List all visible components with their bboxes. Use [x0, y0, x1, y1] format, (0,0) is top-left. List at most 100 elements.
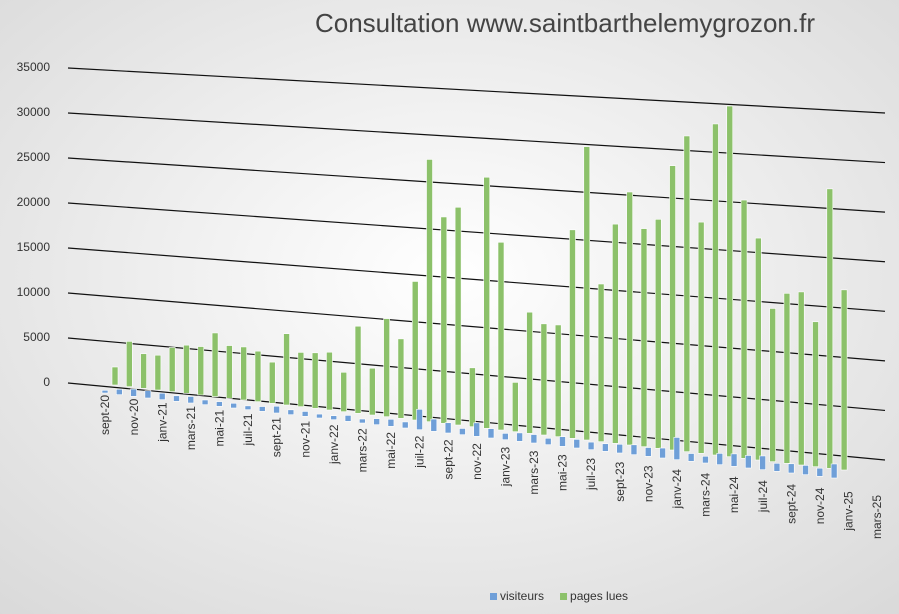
- bar: [211, 332, 219, 397]
- grid-line: [67, 67, 886, 114]
- x-tick-label: sept-22: [441, 439, 455, 479]
- bar: [773, 462, 781, 472]
- x-tick-label: nov-24: [813, 487, 827, 524]
- bar: [673, 437, 681, 460]
- grid-line: [67, 157, 886, 213]
- bar: [626, 191, 633, 446]
- bar: [369, 367, 376, 416]
- bar: [173, 395, 180, 402]
- bar: [497, 241, 505, 431]
- bar: [587, 441, 595, 450]
- bar: [130, 388, 137, 397]
- bar: [669, 165, 676, 451]
- bar: [797, 291, 805, 466]
- bar: [283, 333, 290, 406]
- bar: [511, 382, 519, 432]
- bar: [111, 366, 119, 386]
- bar: [483, 176, 491, 429]
- bar: [740, 199, 748, 459]
- bar: [826, 188, 834, 469]
- legend: visiteurs pages lues: [490, 589, 628, 603]
- x-tick-label: mars-22: [356, 428, 370, 472]
- bar: [158, 392, 166, 400]
- bar: [216, 401, 223, 407]
- bar: [268, 361, 276, 404]
- x-tick-label: juil-22: [413, 435, 427, 468]
- bar: [487, 428, 495, 439]
- bar: [697, 221, 705, 454]
- x-tick-label: mars-23: [527, 450, 541, 494]
- legend-swatch: [560, 593, 568, 600]
- bar: [812, 321, 819, 467]
- x-tick-label: janv-25: [842, 491, 856, 532]
- legend-label: visiteurs: [500, 589, 544, 603]
- bar: [473, 422, 481, 437]
- grid-line: [67, 337, 886, 412]
- y-tick-label: 25000: [17, 150, 51, 164]
- bar: [712, 123, 719, 456]
- bar: [583, 146, 591, 441]
- y-tick-label: 20000: [17, 195, 51, 209]
- y-tick-label: 10000: [17, 285, 51, 299]
- x-tick-label: mai-21: [213, 409, 227, 446]
- bar: [444, 422, 452, 434]
- bar: [540, 323, 548, 436]
- grid-line: [67, 202, 886, 263]
- y-tick-label: 0: [43, 375, 50, 389]
- bar: [816, 467, 824, 477]
- bar: [387, 418, 395, 427]
- bar: [244, 405, 252, 410]
- bar: [316, 413, 323, 419]
- bar: [526, 311, 533, 434]
- x-tick-label: sept-20: [98, 395, 112, 435]
- bar: [683, 135, 691, 452]
- bar: [644, 447, 652, 457]
- bar: [440, 216, 448, 424]
- bar: [802, 465, 809, 475]
- bar: [702, 455, 709, 464]
- bar: [716, 453, 724, 465]
- x-tick-label: mai-23: [556, 454, 570, 491]
- bar: [630, 444, 638, 455]
- bar: [755, 237, 762, 461]
- y-tick-label: 15000: [17, 240, 51, 254]
- bar: [144, 390, 152, 399]
- bar: [530, 434, 538, 444]
- bar: [659, 447, 666, 459]
- bar: [569, 229, 576, 439]
- bar: [426, 159, 433, 422]
- x-tick-label: nov-21: [298, 421, 312, 458]
- bar: [125, 341, 133, 387]
- grid-line: [67, 382, 886, 461]
- bar: [616, 443, 623, 454]
- x-tick-label: mars-25: [870, 495, 884, 539]
- bar: [254, 350, 262, 402]
- bar: [759, 455, 766, 470]
- x-tick-label: juil-24: [756, 480, 770, 513]
- bar: [640, 228, 648, 447]
- bar: [344, 415, 352, 422]
- bar: [745, 455, 752, 469]
- x-tick-label: janv-22: [327, 424, 341, 465]
- bar: [101, 389, 109, 394]
- bar: [573, 439, 581, 449]
- y-tick-label: 35000: [17, 60, 51, 74]
- bar: [397, 338, 405, 419]
- bar: [373, 418, 380, 425]
- bar: [840, 289, 848, 471]
- bar: [301, 411, 309, 417]
- bar: [416, 409, 423, 430]
- bar: [597, 283, 605, 442]
- x-tick-label: janv-23: [498, 447, 512, 488]
- bar: [115, 388, 123, 395]
- bar: [168, 347, 176, 392]
- bar: [654, 219, 662, 449]
- bar: [258, 406, 266, 412]
- bar: [544, 437, 552, 445]
- bar: [602, 443, 609, 452]
- x-tick-label: nov-20: [127, 398, 141, 435]
- bar: [183, 344, 190, 394]
- bar: [769, 308, 776, 462]
- bar: [430, 418, 438, 432]
- bar: [226, 345, 233, 399]
